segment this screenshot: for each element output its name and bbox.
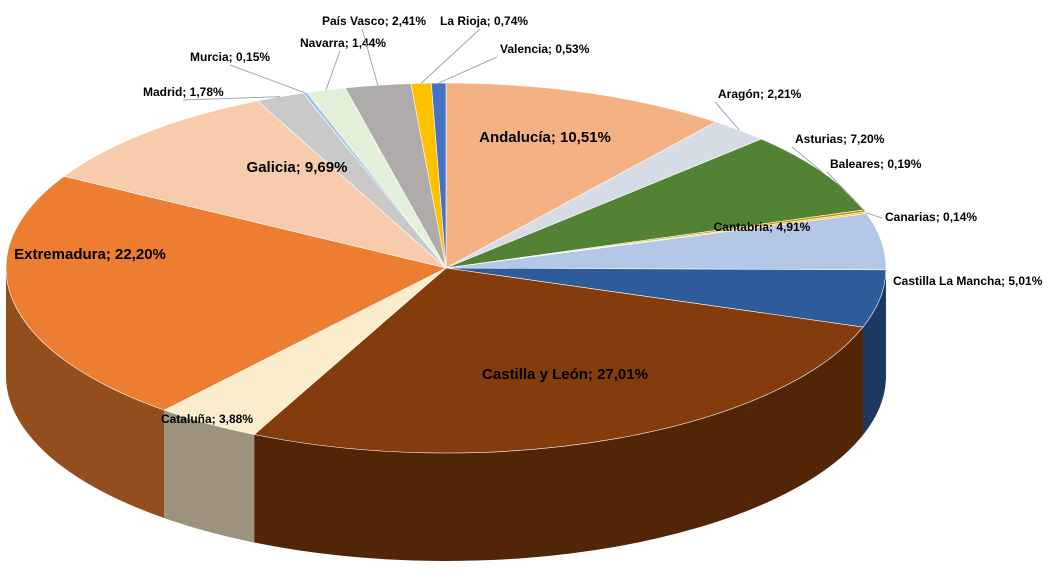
data-label: Navarra; 1,44% [300, 36, 386, 50]
data-label: Aragón; 2,21% [718, 87, 802, 101]
slice [431, 82, 447, 269]
data-label: Baleares; 0,19% [830, 157, 922, 171]
slice [63, 100, 447, 269]
slice-side [254, 327, 863, 561]
data-label: Extremadura; 22,20% [14, 246, 166, 263]
slice [445, 82, 717, 269]
slice [5, 175, 447, 411]
data-label: Murcia; 0,15% [190, 50, 270, 64]
data-label: Castilla La Mancha; 5,01% [893, 274, 1043, 288]
leader-line [420, 28, 481, 84]
leader-line [229, 64, 306, 94]
data-label: Valencia; 0,53% [500, 42, 590, 56]
leader-line [714, 101, 740, 131]
leader-line [438, 56, 498, 84]
data-label: La Rioja; 0,74% [440, 14, 528, 28]
data-label: Madrid; 1,78% [143, 85, 224, 99]
slice [253, 267, 864, 454]
data-label: País Vasco; 2,41% [322, 14, 426, 28]
leader-line [791, 146, 823, 173]
data-label: Canarias; 0,14% [885, 210, 977, 224]
slice-side [862, 269, 886, 436]
leader-line [182, 96, 280, 101]
leader-line [826, 171, 865, 212]
leader-line [865, 212, 883, 219]
slice-side [6, 268, 165, 519]
leader-line [361, 28, 379, 86]
data-label: Castilla y León; 27,01% [482, 366, 648, 383]
slice-side [164, 410, 255, 543]
data-label: Andalucía; 10,51% [479, 129, 611, 146]
data-label: Cataluña; 3,88% [161, 412, 253, 426]
data-label: Asturias; 7,20% [795, 132, 885, 146]
data-label: Galicia; 9,69% [247, 159, 348, 176]
leader-line [325, 50, 341, 91]
data-label: Cantabria; 4,91% [714, 220, 811, 234]
